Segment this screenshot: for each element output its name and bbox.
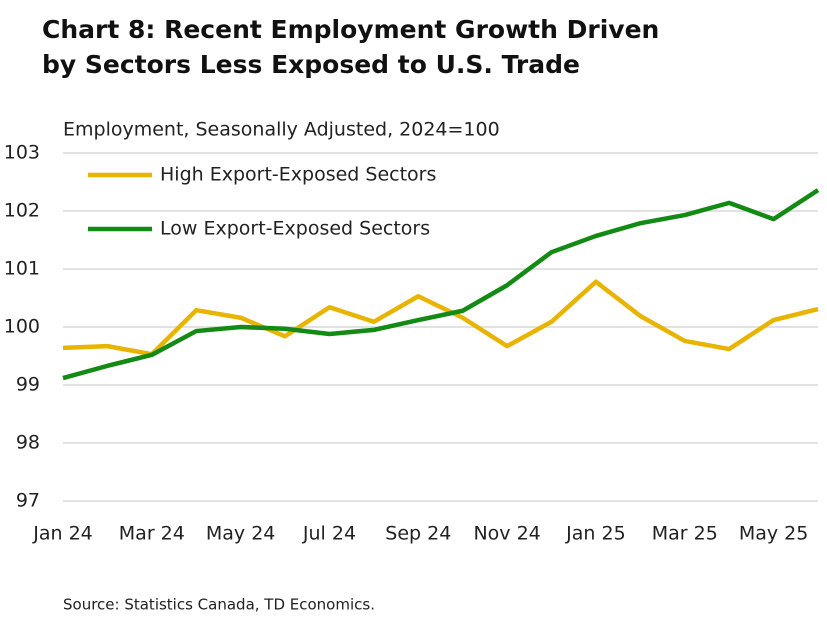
x-tick-label: Jan 24 <box>32 523 93 545</box>
x-tick-label: Jul 24 <box>302 523 356 545</box>
legend-label: Low Export-Exposed Sectors <box>160 218 430 240</box>
source: Source: Statistics Canada, TD Economics. <box>63 596 375 614</box>
y-tick-label: 101 <box>4 258 40 280</box>
data-line <box>62 188 820 381</box>
x-tick-label: Nov 24 <box>473 523 540 545</box>
x-tick-label: May 25 <box>739 523 809 545</box>
chart-title: Chart 8: Recent Employment Growth Driven… <box>42 15 660 79</box>
x-tick-label: May 24 <box>206 523 276 545</box>
x-tick-label: Jan 25 <box>565 523 626 545</box>
legend-label: High Export-Exposed Sectors <box>160 164 436 186</box>
subtitle: Employment, Seasonally Adjusted, 2024=10… <box>63 119 500 141</box>
x-tick-label: Mar 25 <box>652 523 718 545</box>
y-tick-label: 102 <box>4 200 40 222</box>
x-tick-label: Mar 24 <box>119 523 185 545</box>
y-tick-label: 97 <box>16 490 40 512</box>
y-tick-label: 99 <box>16 374 40 396</box>
y-tick-label: 103 <box>4 142 40 164</box>
y-tick-label: 98 <box>16 432 40 454</box>
data-line <box>62 279 819 357</box>
x-tick-label: Sep 24 <box>385 523 451 545</box>
y-tick-label: 100 <box>4 316 40 338</box>
